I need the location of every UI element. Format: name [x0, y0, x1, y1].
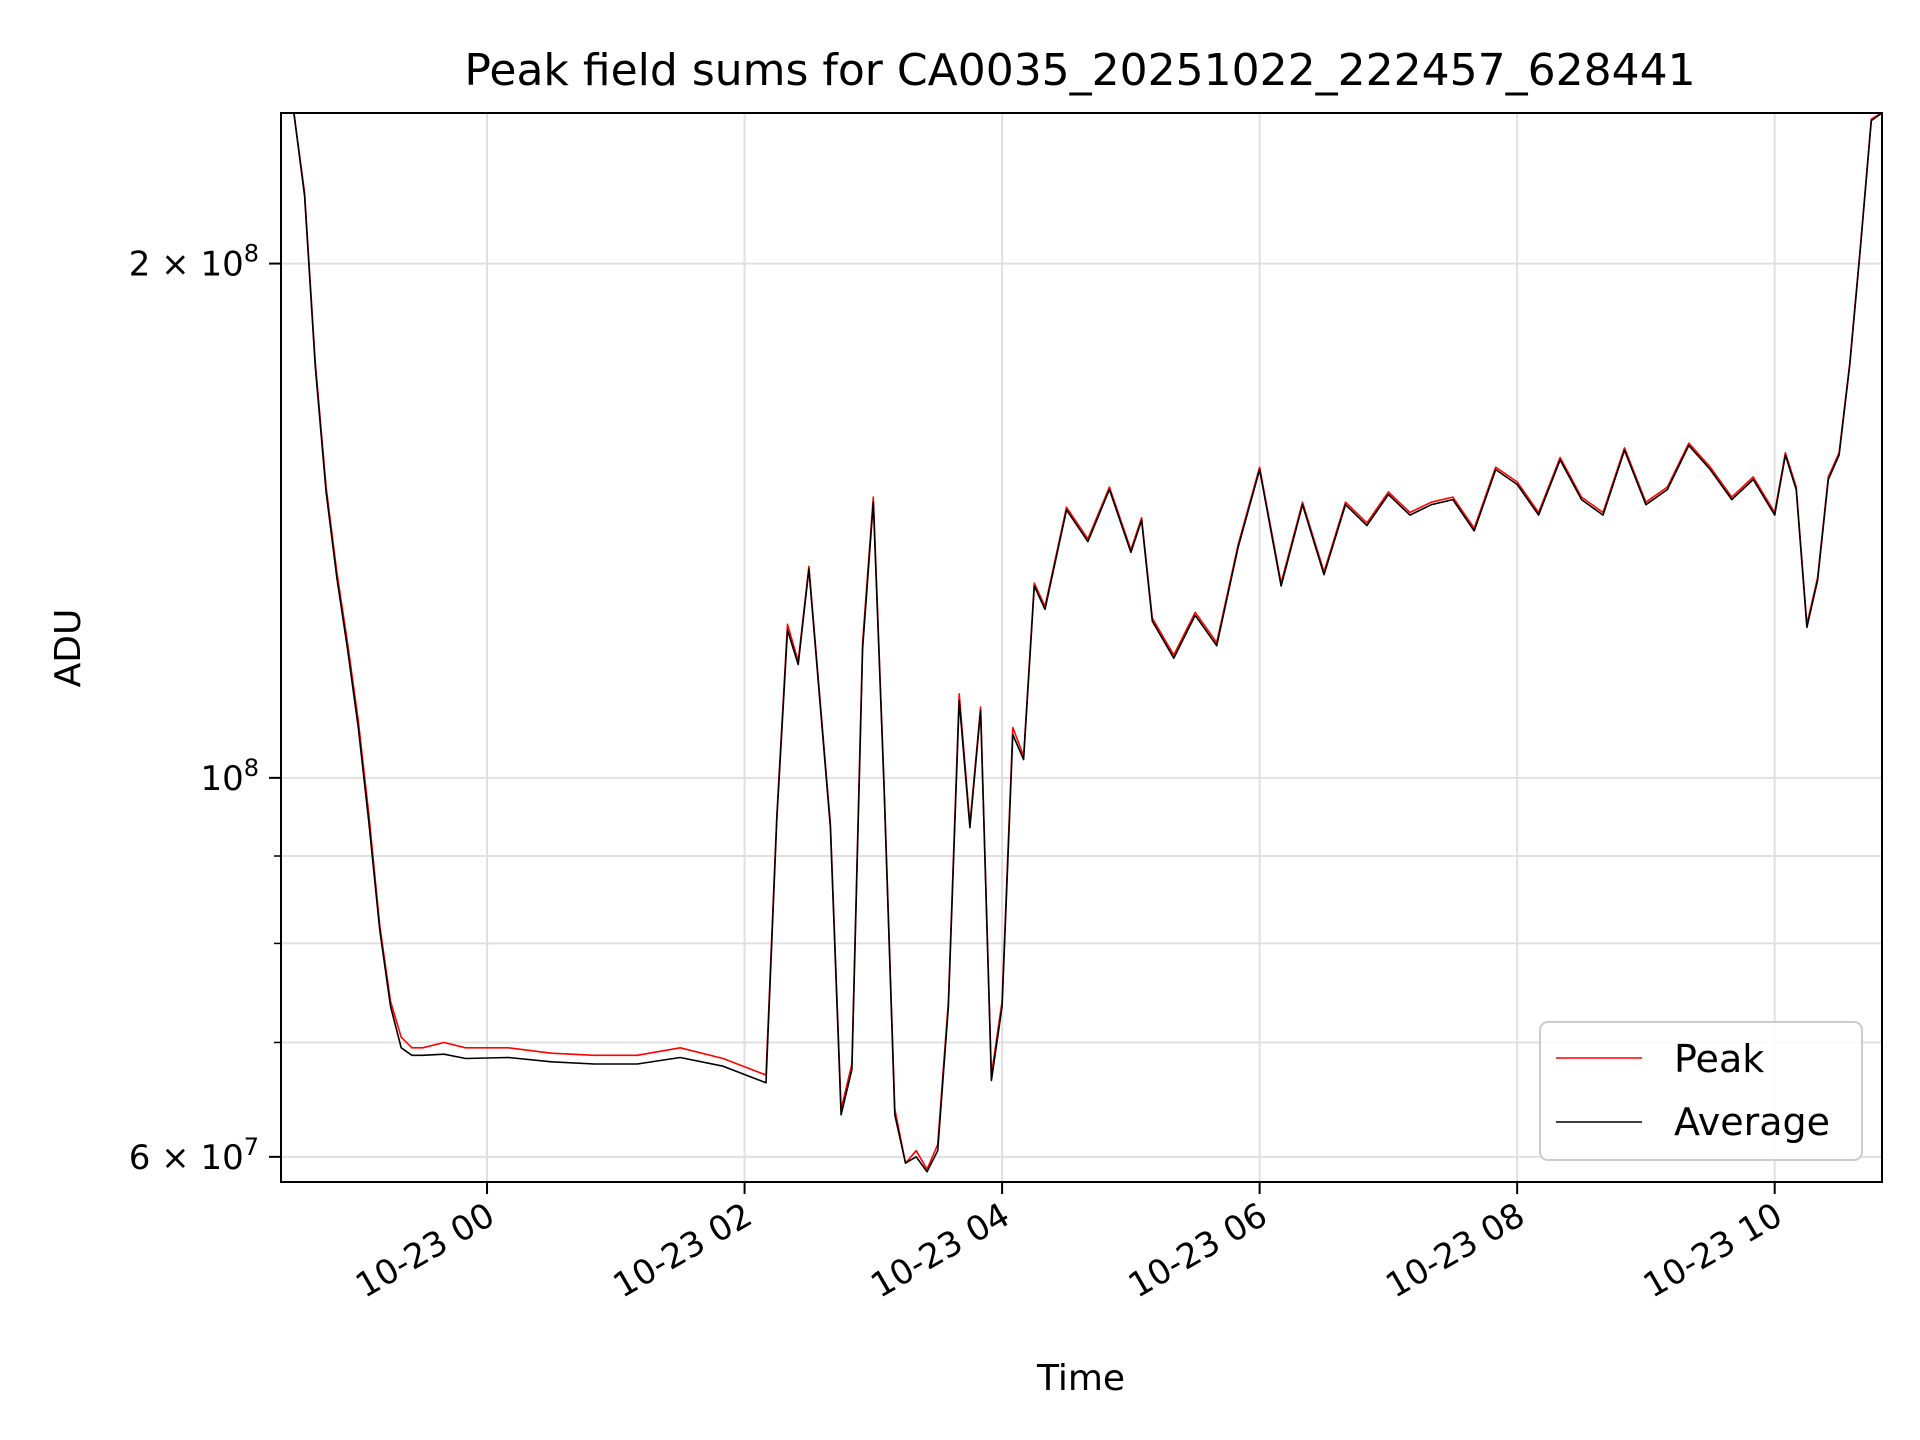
series-layer — [281, 112, 1883, 1173]
y-axis-label: ADU — [48, 609, 89, 688]
legend-average-label: Average — [1674, 1100, 1830, 1144]
x-axis-label: Time — [1036, 1358, 1125, 1399]
legend: Peak Average — [1539, 1021, 1863, 1161]
legend-peak-label: Peak — [1674, 1037, 1764, 1081]
y-axis-ticks: 6 × 107 108 2 × 108 — [129, 240, 281, 1178]
chart-title: Peak field sums for CA0035_20251022_2224… — [464, 45, 1695, 96]
series-line-average — [281, 112, 1883, 1173]
y-tick-label: 2 × 108 — [129, 240, 259, 285]
series-line-peak — [281, 112, 1883, 1171]
y-tick-label: 108 — [200, 754, 259, 799]
y-tick-label: 6 × 107 — [129, 1133, 259, 1178]
legend-box — [1539, 1021, 1863, 1161]
plot-frame — [280, 112, 1883, 1183]
